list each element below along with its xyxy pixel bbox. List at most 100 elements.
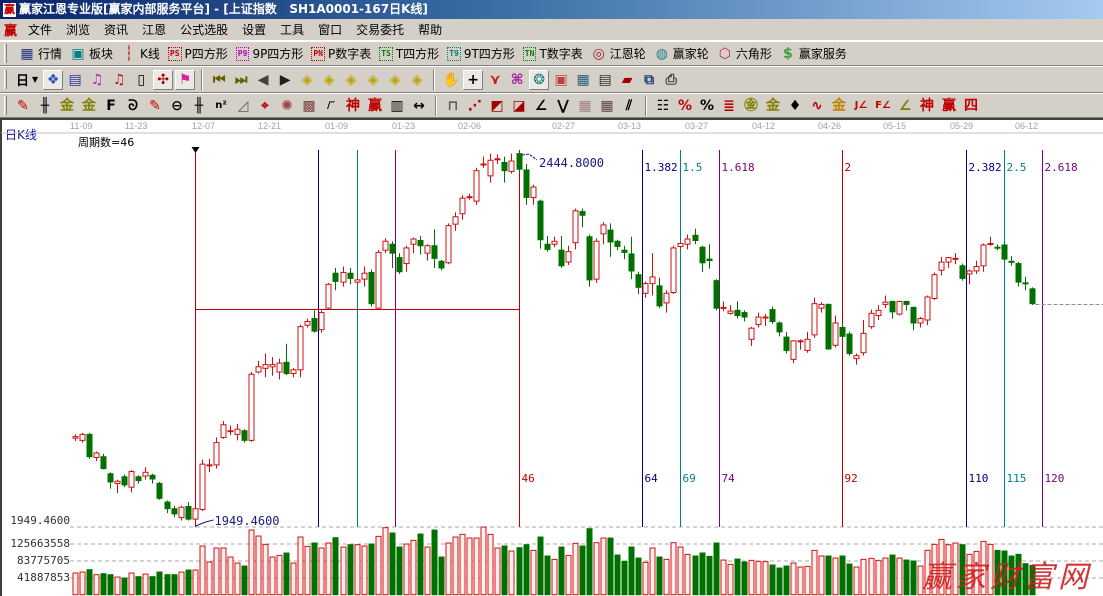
grid-1-icon[interactable]: ▦ [578,97,592,114]
first-icon[interactable]: ⏮ [212,71,226,88]
diamond-cross-icon[interactable]: ◈ [411,71,423,88]
weekly-9-icon[interactable]: ♫ [112,71,126,88]
notepad-icon[interactable]: ▤ [598,71,612,88]
diamond-h-icon[interactable]: ◈ [345,71,357,88]
f-angle-icon[interactable]: F∠ [875,99,891,111]
fib-f-icon[interactable]: F [106,97,116,114]
toolbar-grip[interactable] [4,44,7,63]
box-line-icon[interactable]: ⊓ [447,97,459,114]
menu-item[interactable]: 浏览 [66,22,91,37]
save-icon[interactable]: ▰ [621,71,633,88]
square-fan-icon[interactable]: ◩ [490,97,504,114]
network-icon[interactable]: ⧉ [644,71,655,88]
gann-mark-icon[interactable]: ✣ [153,69,174,90]
diamond-right-icon[interactable]: ◈ [323,71,335,88]
fan-2-icon[interactable]: ◪ [512,97,526,114]
last-icon[interactable]: ⏭ [234,71,248,88]
toolbar-button-candlestick[interactable]: ┆ K线 [121,43,160,64]
menu-item[interactable]: 文件 [28,22,53,37]
percent-red-icon[interactable]: % [677,97,693,114]
menu-item[interactable]: 设置 [242,22,267,37]
calendar-icon[interactable]: ▣ [554,71,568,88]
percent-icon[interactable]: % [699,97,715,114]
menu-item[interactable]: 公式选股 [180,22,229,37]
shen-angle-icon[interactable]: 神 [920,97,934,114]
toolbar-grip[interactable] [4,96,7,115]
menu-item[interactable]: 帮助 [418,22,443,37]
pencil-icon[interactable]: ✎ [17,97,29,114]
diamond-x-icon[interactable]: ◈ [367,71,379,88]
width-arrows-icon[interactable]: ↔ [413,97,425,114]
menu-item[interactable]: 江恩 [142,22,167,37]
square-grid-icon[interactable]: ▩ [302,97,316,114]
toolbar-button-tn-tag[interactable]: TN T数字表 [522,43,583,64]
notes-icon[interactable]: ▤ [68,71,82,88]
ying-angle-icon[interactable]: 赢 [942,97,956,114]
parallel-icon[interactable]: ╫ [40,97,50,114]
toolbar-button-quote-table[interactable]: ▦ 行情 [19,43,62,64]
draw-line-icon[interactable]: ⋎ [489,71,501,88]
toolbar-button-sector-blocks[interactable]: ▣ 板块 [70,43,113,64]
crosshair-icon[interactable]: + [463,69,484,90]
red-pencil-icon[interactable]: ✎ [149,97,161,114]
print-setup-icon[interactable]: ⎙ [665,71,677,88]
hand-icon[interactable]: ✋ [442,71,460,88]
menu-item[interactable]: 窗口 [318,22,343,37]
menu-item[interactable]: 交易委托 [356,22,405,37]
box-tool-icon[interactable]: ⌘ [510,71,524,88]
toolbar-button-ps-tag[interactable]: PS P四方形 [167,43,228,64]
diamond-left-icon[interactable]: ◈ [301,71,313,88]
four-angle-icon[interactable]: 四 [964,97,978,114]
toolbar-grip[interactable] [4,70,7,89]
zoom-chart-icon[interactable]: ❖ [43,69,64,90]
tool-icon[interactable]: ♦ [788,97,802,114]
gold-circle-icon[interactable]: ㊎ [744,97,758,114]
toolbar-button-p9-tag[interactable]: P9 9P四方形 [235,43,303,64]
rose-icon[interactable]: ✺ [281,97,293,114]
toolbar-button-pn-tag[interactable]: PN P数字表 [311,43,371,64]
menu-item[interactable]: 工具 [280,22,305,37]
weekly-3-icon[interactable]: ♫ [90,71,104,88]
toolbar-button-dollar[interactable]: $ 赢家服务 [780,43,847,64]
kline-chart[interactable] [0,118,1103,596]
grid-icon[interactable]: ╫ [194,97,204,114]
percent-lines-icon[interactable]: ≣ [723,97,735,114]
angle-lines-icon[interactable]: /″ [326,99,336,111]
shen-icon[interactable]: 神 [346,97,360,114]
left-icon[interactable]: ◀ [257,71,269,88]
gold-red-icon[interactable]: 金 [832,97,846,114]
circle-ruler-icon[interactable]: ⊖ [171,97,183,114]
comb-icon[interactable]: ▥ [390,97,404,114]
table-icon[interactable]: ☷ [656,97,670,114]
toolbar-button-ts-tag[interactable]: TS T四方形 [379,43,439,64]
toolbar-button-winner-wheel[interactable]: ◍ 赢家轮 [654,43,709,64]
gold-2-icon[interactable]: 金 [82,97,96,114]
toolbar-button-t9-tag[interactable]: T9 9T四方形 [447,43,515,64]
ying-icon[interactable]: 赢 [368,97,382,114]
target-icon[interactable]: ⌖ [261,97,269,114]
toolbar-button-gann-wheel[interactable]: ◎ 江恩轮 [591,43,646,64]
candle-type-icon[interactable]: ▯ [137,71,146,88]
gold-lines-icon[interactable]: 金 [766,97,780,114]
menu-item[interactable]: 资讯 [104,22,129,37]
brain-icon[interactable]: ❂ [529,69,550,90]
period-select[interactable]: 日 ▼ [13,70,41,89]
gold-angle-icon[interactable]: ∠ [898,97,912,114]
fan-3-icon[interactable]: ∠ [534,97,548,114]
spiral-icon[interactable]: ᘐ [128,97,138,114]
triangle-lines-icon[interactable]: ◿ [237,97,249,114]
gold-1-icon[interactable]: 金 [60,97,74,114]
multi-parallel-icon[interactable]: ⫽ [625,97,633,114]
j-angle-icon[interactable]: J∠ [854,99,868,111]
zigzag-icon[interactable]: ⋁ [557,97,569,114]
n-square-icon[interactable]: n² [215,99,227,111]
right-icon[interactable]: ▶ [279,71,291,88]
flag-icon[interactable]: ⚑ [175,69,196,90]
calculator-icon[interactable]: ▦ [576,71,590,88]
grid-2-icon[interactable]: ▦ [600,97,614,114]
diamond-star-icon[interactable]: ◈ [389,71,401,88]
menu-logo-icon[interactable]: 赢 [4,24,18,39]
sine-icon[interactable]: ∿ [811,97,823,114]
fan-icon[interactable]: ⋰ [468,97,482,114]
toolbar-button-hexagon[interactable]: ⬡ 六角形 [717,43,772,64]
